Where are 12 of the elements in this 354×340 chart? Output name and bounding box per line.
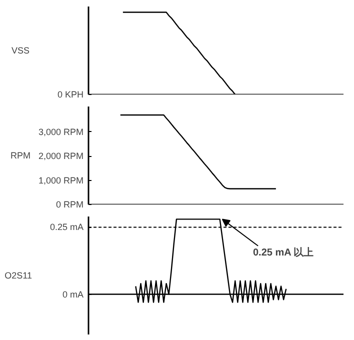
y-tick-label: 0 RPM [56, 200, 84, 210]
y-axis-title: O2S11 [4, 270, 32, 280]
y-tick-label: 2,000 RPM [38, 151, 84, 162]
y-axis-title: RPM [10, 150, 30, 160]
text: 0 KPH [57, 90, 84, 100]
annotation: 0.25 mA 以上 [252, 246, 314, 258]
line-series [120, 114, 277, 190]
y-tick-label: 3,000 RPM [38, 126, 84, 137]
y-tick-label: 1,000 RPM [38, 175, 84, 186]
y-axis-title: VSS [11, 46, 30, 56]
y-tick-label: 0.25 mA [50, 222, 84, 232]
y-tick-label: 0 mA [62, 289, 84, 300]
